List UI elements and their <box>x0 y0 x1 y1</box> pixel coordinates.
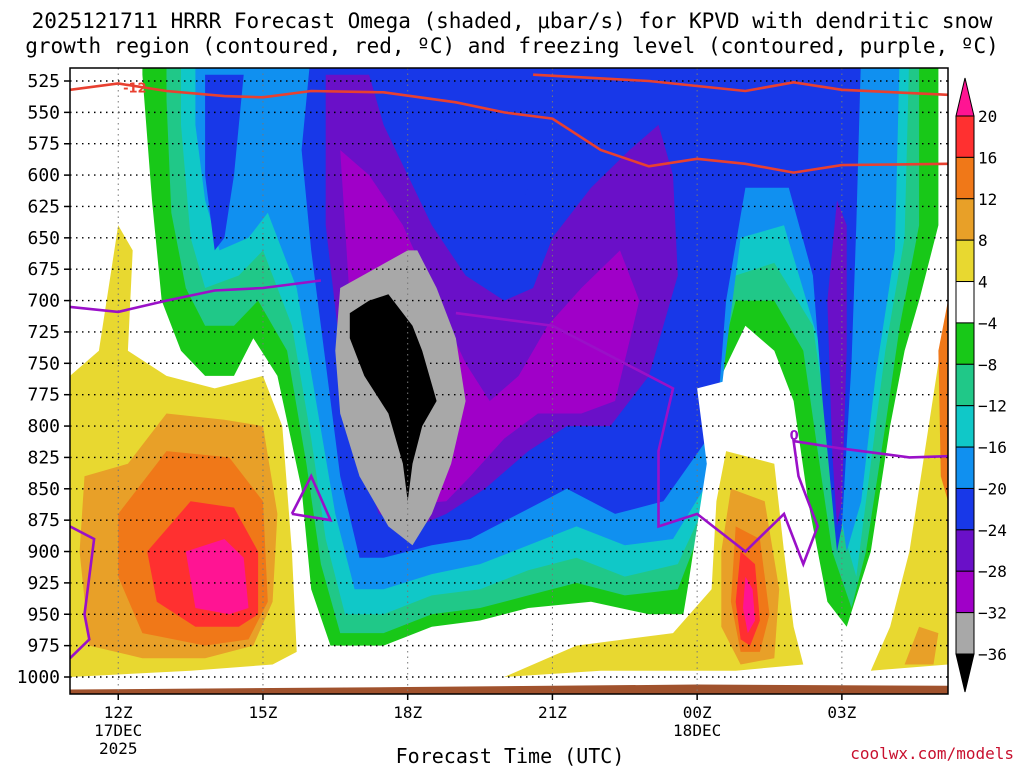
colorbar-band-12 <box>955 570 975 614</box>
omega-black-core <box>349 294 437 502</box>
y-tick-label-800: 800 <box>27 416 60 437</box>
colorbar-top-arrow <box>955 77 975 117</box>
colorbar-band-5 <box>955 281 975 324</box>
y-tick-label-775: 775 <box>27 385 60 406</box>
y-tick-label-650: 650 <box>27 228 60 249</box>
y-tick-label-725: 725 <box>27 322 60 343</box>
colorbar-label-4: 4 <box>978 273 988 292</box>
dgz-contour-line-upper <box>533 73 948 97</box>
colorbar-label-5: −4 <box>978 314 997 333</box>
y-tick-label-925: 925 <box>27 573 60 594</box>
x-tick-label-18Z: 18Z <box>393 703 422 722</box>
terrain-ground <box>70 684 948 694</box>
y-tick-label-675: 675 <box>27 259 60 280</box>
x-tick-sublabel-00Z: 18DEC <box>673 721 721 740</box>
freezing-level-line-west <box>70 279 322 314</box>
colorbar-band-13 <box>955 612 975 655</box>
freezing-level-label: 0 <box>790 429 799 444</box>
x-axis-title: Forecast Time (UTC) <box>395 744 625 768</box>
colorbar-band-6 <box>955 322 975 365</box>
plot-frame <box>69 67 949 695</box>
colorbar: 20 16 12 8 4 −4 −8 −12 −16 −20 −24 −28 −32 −36 <box>955 77 1007 693</box>
dgz-contour-line <box>70 82 948 174</box>
colorbar-label-7: −12 <box>978 397 1007 416</box>
colorbar-band-2 <box>955 156 975 200</box>
y-tick-label-950: 950 <box>27 604 60 625</box>
y-tick-label-575: 575 <box>27 134 60 155</box>
x-tick-label-12Z: 12Z <box>104 703 133 722</box>
y-tick-label-750: 750 <box>27 353 60 374</box>
freezing-level-line-east <box>455 311 948 568</box>
omega-orange-right-edge <box>938 300 948 502</box>
freezing-level-line-southwest <box>70 525 96 660</box>
x-tick-label-15Z: 15Z <box>249 703 278 722</box>
y-tick-label-550: 550 <box>27 102 60 123</box>
colorbar-label-12: −32 <box>978 604 1007 623</box>
y-tick-label-525: 525 <box>27 71 60 92</box>
colorbar-label-3: 8 <box>978 231 988 250</box>
colorbar-band-3 <box>955 198 975 241</box>
x-tick-label-03Z: 03Z <box>827 703 856 722</box>
colorbar-band-9 <box>955 446 975 489</box>
omega-pink-west <box>185 539 249 615</box>
colorbar-band-11 <box>955 529 975 572</box>
colorbar-label-9: −20 <box>978 479 1007 498</box>
omega-shading: -12 0 <box>70 68 948 694</box>
colorbar-band-10 <box>955 487 975 531</box>
y-tick-label-625: 625 <box>27 196 60 217</box>
dgz-contour-label: -12 <box>123 81 147 96</box>
colorbar-label-6: −8 <box>978 355 997 374</box>
colorbar-bottom-arrow <box>955 653 975 693</box>
y-tick-label-1000: 1000 <box>17 667 60 688</box>
y-tick-label-825: 825 <box>27 447 60 468</box>
x-tick-label-21Z: 21Z <box>538 703 567 722</box>
colorbar-label-13: −36 <box>978 645 1007 664</box>
x-tick-sublabel-12Z: 17DEC <box>94 721 142 740</box>
y-tick-label-875: 875 <box>27 510 60 531</box>
y-tick-label-700: 700 <box>27 291 60 312</box>
y-tick-label-975: 975 <box>27 636 60 657</box>
colorbar-label-10: −24 <box>978 521 1007 540</box>
omega-gold-far-east <box>904 626 939 665</box>
omega-pink-east <box>743 576 755 634</box>
colorbar-label-2: 12 <box>978 190 997 209</box>
colorbar-band-7 <box>955 363 975 407</box>
colorbar-label-11: −28 <box>978 562 1007 581</box>
colorbar-label-0: 20 <box>978 107 997 126</box>
omega-violet-east <box>827 200 847 527</box>
chart-title-line-2: growth region (contoured, red, ºC) and f… <box>25 34 999 58</box>
y-tick-label-900: 900 <box>27 542 60 563</box>
colorbar-label-1: 16 <box>978 148 997 167</box>
freezing-level-loop <box>290 473 333 522</box>
chart-title-line-1: 2025121711 HRRR Forecast Omega (shaded, … <box>31 9 993 33</box>
colorbar-band-1 <box>955 115 975 158</box>
omega-yellow-far-east <box>870 300 948 671</box>
y-tick-label-850: 850 <box>27 479 60 500</box>
colorbar-label-8: −16 <box>978 438 1007 457</box>
colorbar-band-8 <box>955 405 975 448</box>
credit-text[interactable]: coolwx.com/models <box>850 744 1014 763</box>
x-tick-label-00Z: 00Z <box>683 703 712 722</box>
y-tick-label-600: 600 <box>27 165 60 186</box>
omega-blue-upper-mid <box>494 124 534 213</box>
x-tick-year-12Z: 2025 <box>99 739 138 758</box>
colorbar-band-4 <box>955 239 975 283</box>
